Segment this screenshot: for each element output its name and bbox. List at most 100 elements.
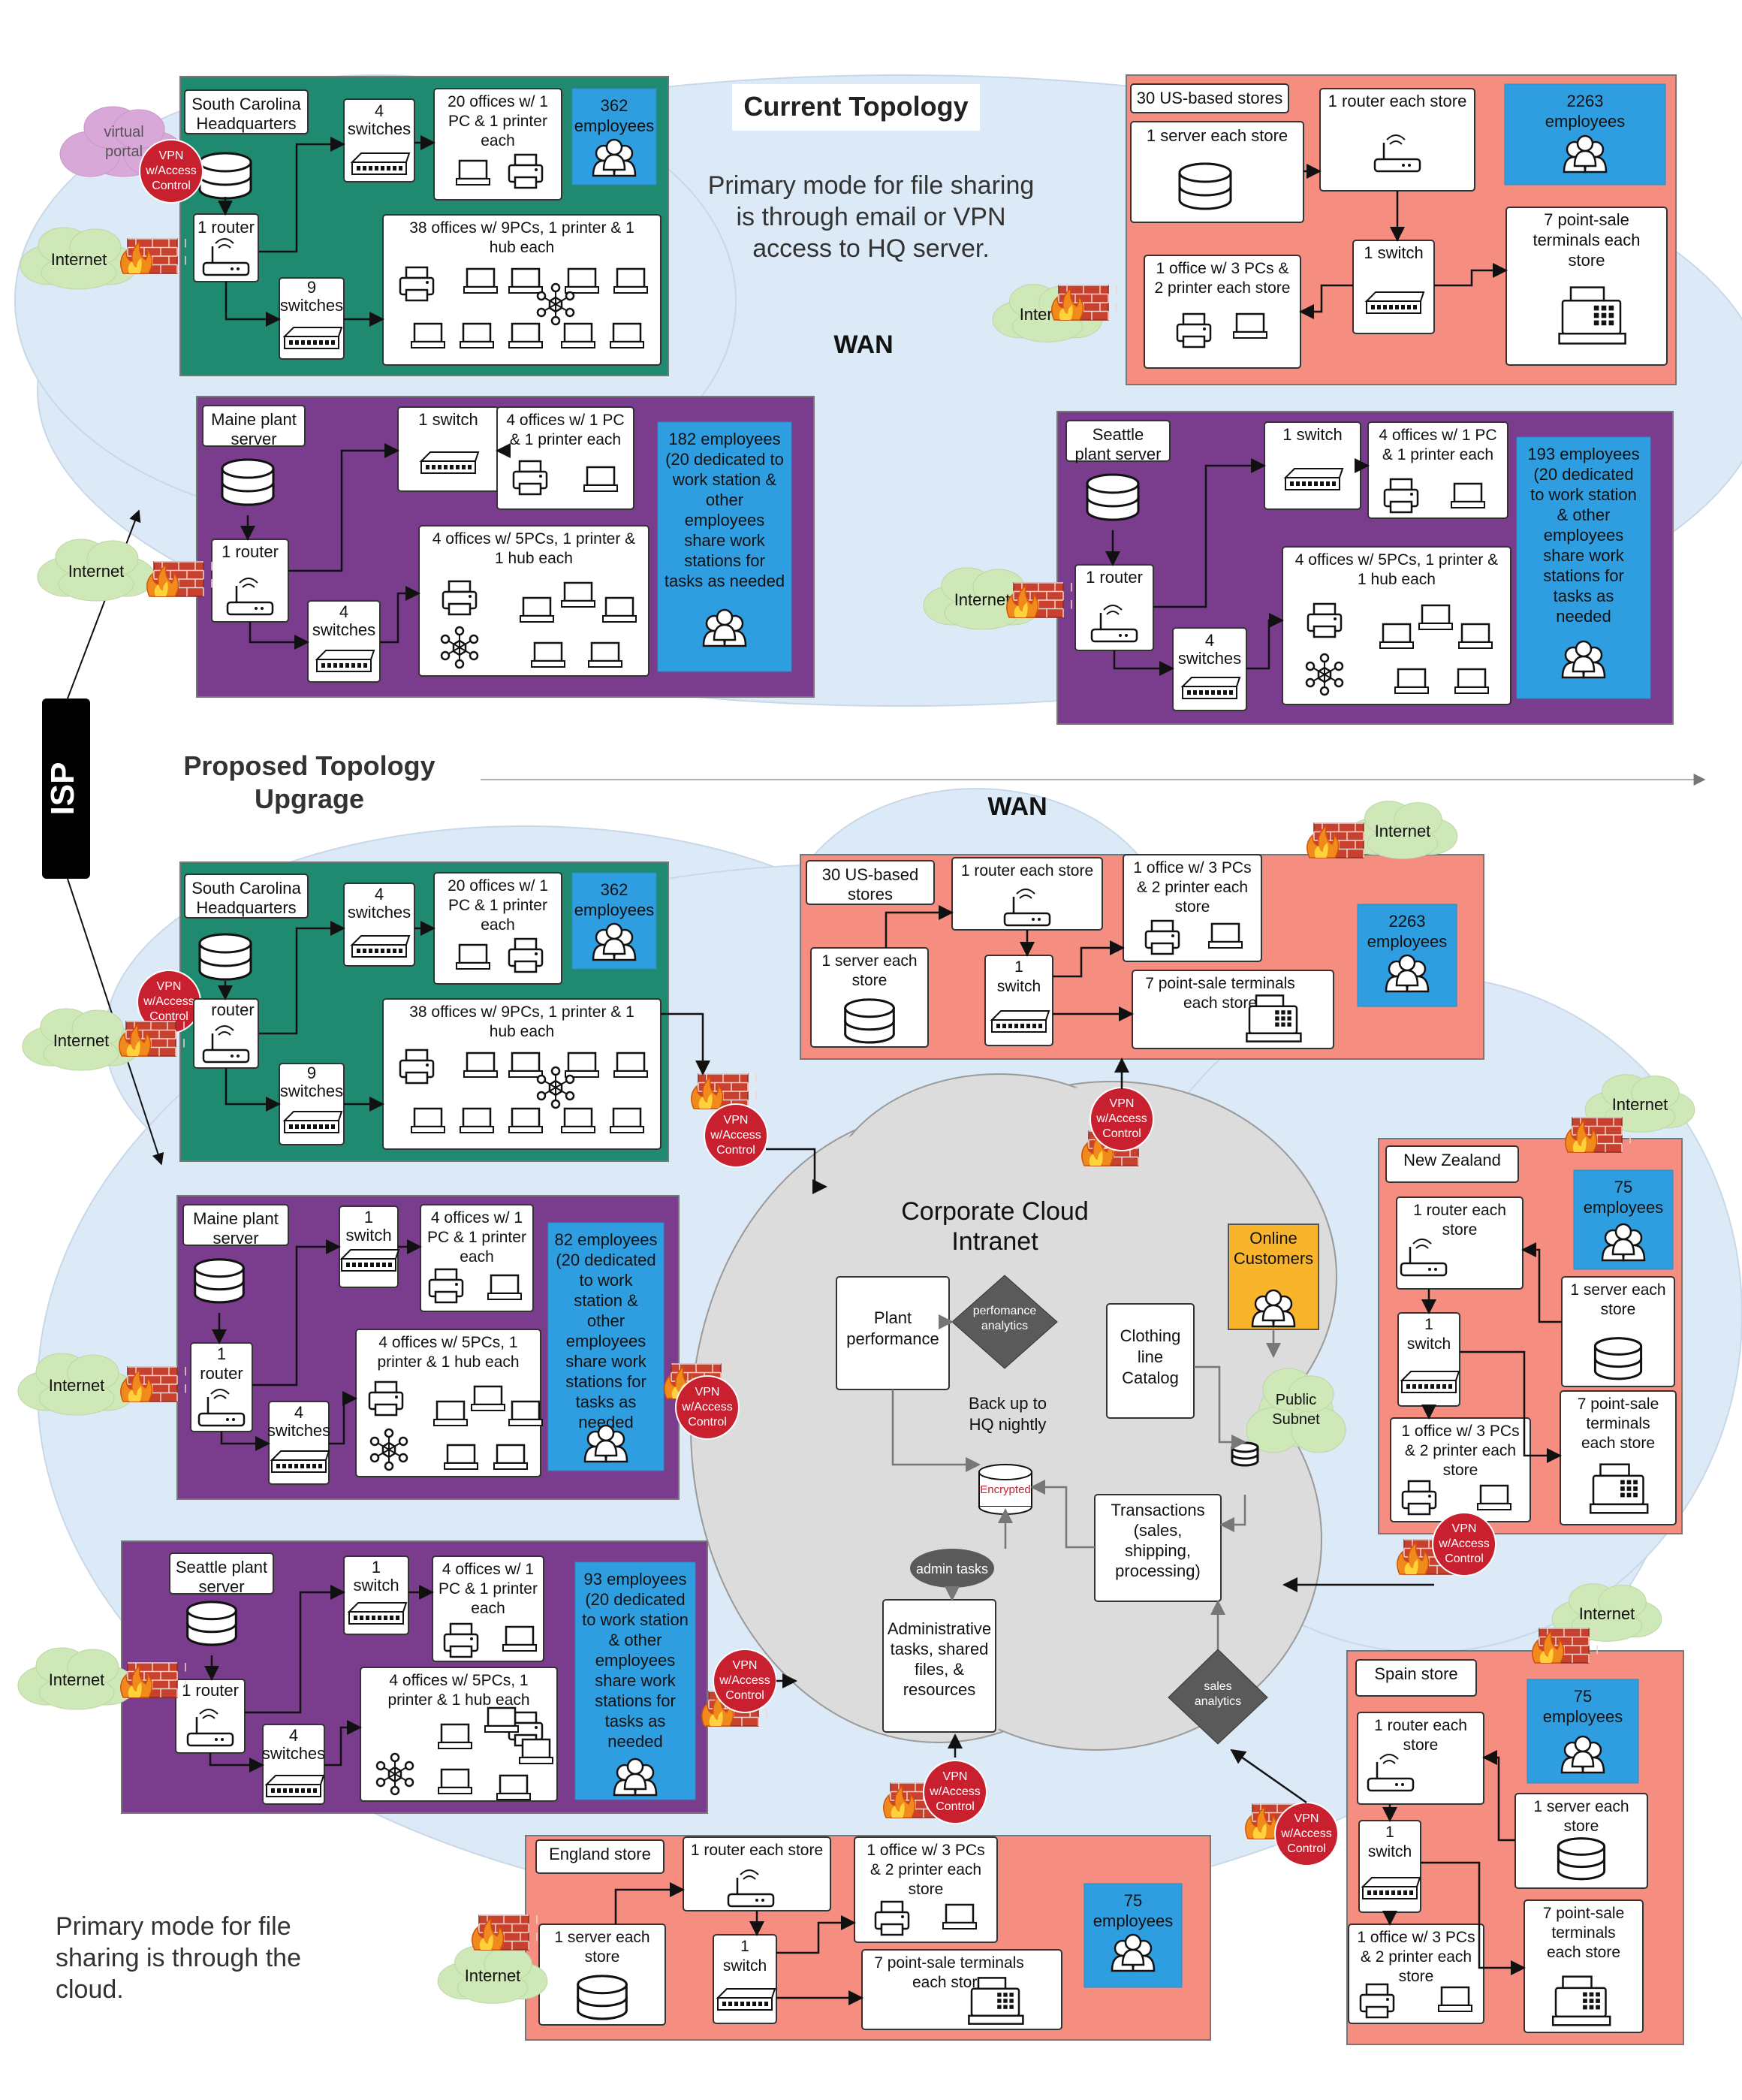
svg-text:router: router (211, 1000, 254, 1019)
svg-text:other: other (706, 490, 743, 509)
svg-text:hub each: hub each (490, 1023, 554, 1040)
pc-icon (463, 267, 498, 294)
arrow-seattle-switches-offices (1246, 613, 1284, 670)
label: admin tasks (916, 1561, 988, 1577)
pc-icon (565, 267, 599, 294)
svg-text:PC & 1 printer: PC & 1 printer (427, 1229, 526, 1246)
svg-text:switches: switches (1178, 649, 1241, 668)
arrow-maine-router-switches (249, 622, 309, 650)
svg-text:resources: resources (903, 1680, 976, 1699)
label: 38 offices w/ 9PCs, 1 printer & 1 hub eac… (409, 1003, 634, 1040)
svg-text:38 offices w/ 9PCs, 1 printer: 38 offices w/ 9PCs, 1 printer & 1 (409, 1003, 634, 1021)
svg-text:82 employees: 82 employees (555, 1230, 658, 1249)
svg-text:Encrypted: Encrypted (980, 1483, 1031, 1496)
nz-title-text: New Zealand (1403, 1151, 1501, 1169)
svg-text:1 router each store: 1 router each store (961, 862, 1093, 880)
label: 20 offices w/ 1 PC & 1 printer each (448, 93, 548, 149)
svg-text:employees: employees (574, 901, 654, 919)
svg-text:store: store (909, 1881, 944, 1898)
svg-text:1: 1 (1424, 1316, 1433, 1333)
admin-tasks-oval: admin tasks (910, 1549, 994, 1588)
printer-icon (443, 1622, 479, 1658)
svg-text:switches: switches (312, 620, 375, 639)
arrow-maine-switches-offices (380, 586, 420, 644)
svg-text:switches: switches (280, 296, 343, 315)
label: 4 offices w/ 1 PC & 1 printer each (1379, 427, 1496, 463)
svg-text:employees: employees (1543, 1707, 1623, 1726)
printer-icon (1401, 1480, 1437, 1516)
server-icon (844, 998, 895, 1044)
svg-text:work station &: work station & (672, 470, 776, 489)
svg-text:(20 dedicated: (20 dedicated (585, 1590, 685, 1609)
us-pos-box (1505, 207, 1668, 366)
label: 1 router (222, 542, 279, 561)
svg-text:Maine plant: Maine plant (193, 1209, 279, 1228)
svg-text:Spain store: Spain store (1374, 1664, 1457, 1683)
svg-text:ISP: ISP (44, 762, 81, 816)
svg-text:1 office w/ 3 PCs: 1 office w/ 3 PCs (1401, 1423, 1519, 1440)
internet-label: Internet (954, 590, 1011, 609)
router-icon (202, 1025, 250, 1064)
us-stores-title-proposed (806, 860, 935, 905)
proposed-description: Primary mode for file sharing is through … (56, 1912, 301, 2004)
switch-icon (716, 1988, 776, 2011)
svg-text:(sales,: (sales, (1134, 1521, 1183, 1540)
arrow-us-switch-pos (1434, 263, 1508, 287)
svg-text:Control: Control (1287, 1842, 1326, 1855)
us-stores-title-text: 30 US-based stores (1137, 89, 1282, 107)
arrow-mainep-router-switches (220, 1432, 270, 1451)
pc-icon (1418, 604, 1453, 630)
svg-text:switches: switches (348, 119, 411, 138)
employees-icon (1601, 1223, 1646, 1262)
svg-text:Control: Control (936, 1800, 975, 1813)
switch-icon (990, 1010, 1050, 1033)
label: 1 switch (1368, 1824, 1412, 1860)
svg-text:Headquarters: Headquarters (196, 898, 296, 917)
firewall-icon (146, 561, 212, 597)
svg-text:plant server: plant server (1075, 445, 1162, 463)
pc-icon (1451, 482, 1485, 508)
svg-text:w/Access: w/Access (1280, 1827, 1332, 1840)
svg-text:VPN: VPN (724, 1114, 749, 1127)
svg-text:362: 362 (601, 96, 628, 115)
svg-text:employees: employees (1545, 112, 1625, 131)
us-stores-title (1130, 83, 1289, 113)
svg-text:Internet: Internet (49, 1670, 105, 1689)
arrow-scp-router-switch9 (225, 1068, 281, 1112)
administrative-box (882, 1599, 996, 1733)
svg-text:tasks as: tasks as (576, 1392, 637, 1411)
svg-text:Control: Control (725, 1689, 764, 1702)
svg-text:stations for: stations for (684, 551, 765, 570)
pc-icon (561, 581, 595, 608)
svg-text:(20 dedicated: (20 dedicated (1533, 465, 1633, 484)
printer-icon (368, 1380, 404, 1417)
label: Administrative tasks, shared files, &resou… (888, 1619, 991, 1699)
svg-text:1 office w/ 3 PCs &: 1 office w/ 3 PCs & (1156, 260, 1288, 277)
router-icon (1367, 1754, 1415, 1792)
svg-text:analytics: analytics (1195, 1695, 1241, 1708)
pc-icon (493, 1444, 528, 1470)
proposed-wan-label: WAN (987, 792, 1047, 821)
vpn-label: VPN w/Access Control (1438, 1522, 1490, 1565)
label: 7 point-sale terminals each store (1145, 975, 1295, 1012)
svg-text:share work: share work (595, 1671, 677, 1690)
vpn-access-control-badge: VPN w/Access Control (1432, 1512, 1496, 1577)
printer-icon (442, 580, 478, 616)
arrow-spain-switch-pos (1421, 1861, 1526, 1975)
svg-text:Primary mode for file sharing: Primary mode for file sharing (708, 171, 1035, 200)
pc-icon (565, 1052, 599, 1078)
svg-text:1 office w/ 3 PCs: 1 office w/ 3 PCs (1357, 1929, 1475, 1946)
svg-text:VPN: VPN (1110, 1097, 1135, 1110)
svg-text:1 server each: 1 server each (1570, 1281, 1665, 1299)
svg-text:share work: share work (684, 531, 766, 550)
pc-icon (1454, 668, 1489, 694)
label: 38 offices w/ 9PCs, 1 printer & 1 hub eac… (409, 219, 634, 256)
svg-text:Seattle plant: Seattle plant (176, 1558, 267, 1577)
label: 1 office w/ 3 PCs & 2 printer each store (1401, 1423, 1519, 1479)
svg-text:9: 9 (307, 1064, 316, 1082)
svg-text:each store: each store (912, 1974, 986, 1991)
svg-text:Online: Online (1249, 1229, 1297, 1248)
svg-text:New Zealand: New Zealand (1403, 1151, 1501, 1169)
